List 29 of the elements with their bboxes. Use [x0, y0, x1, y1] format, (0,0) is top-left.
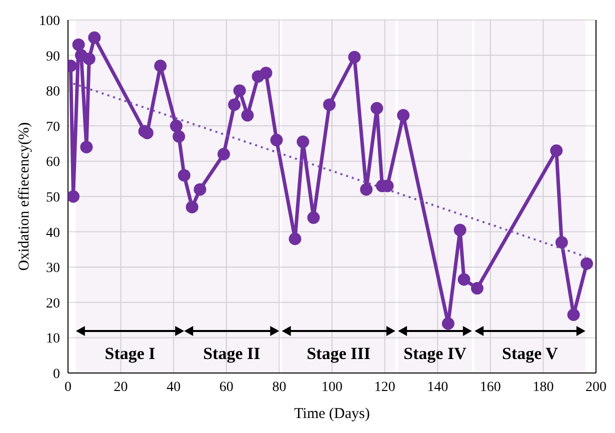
band-label: Stage V: [502, 344, 559, 363]
band-label: Stage IV: [404, 344, 468, 363]
x-tick-label: 100: [322, 380, 342, 395]
x-tick-label: 180: [532, 380, 554, 395]
y-tick-label: 40: [46, 226, 60, 241]
y-tick-label: 20: [46, 296, 60, 312]
y-tick-label: 100: [39, 14, 60, 29]
x-axis-title: Time (Days): [294, 406, 370, 422]
x-tick-label: 60: [219, 380, 234, 395]
x-tick-label: 160: [480, 380, 501, 395]
x-tick-label: 20: [114, 380, 128, 395]
x-tick-label: 80: [272, 380, 286, 395]
y-tick-label: 30: [46, 261, 60, 276]
band-label: Stage III: [306, 344, 371, 363]
y-tick-label: 80: [46, 84, 60, 100]
y-tick-label: 60: [46, 155, 60, 170]
band-label: Stage I: [104, 344, 156, 363]
x-tick-label: 0: [64, 380, 72, 395]
y-axis-title: Oxidation effiecency(%): [16, 122, 32, 271]
y-tick-label: 10: [46, 332, 60, 347]
x-tick-label: 40: [166, 380, 181, 395]
y-tick-label: 0: [53, 366, 60, 382]
x-tick-label: 200: [586, 380, 606, 395]
y-tick-label: 70: [46, 120, 60, 135]
y-tick-label: 50: [46, 190, 60, 206]
x-tick-label: 120: [374, 380, 396, 395]
band-label: Stage II: [203, 344, 261, 363]
x-tick-label: 140: [427, 380, 448, 395]
y-tick-label: 90: [46, 49, 60, 64]
